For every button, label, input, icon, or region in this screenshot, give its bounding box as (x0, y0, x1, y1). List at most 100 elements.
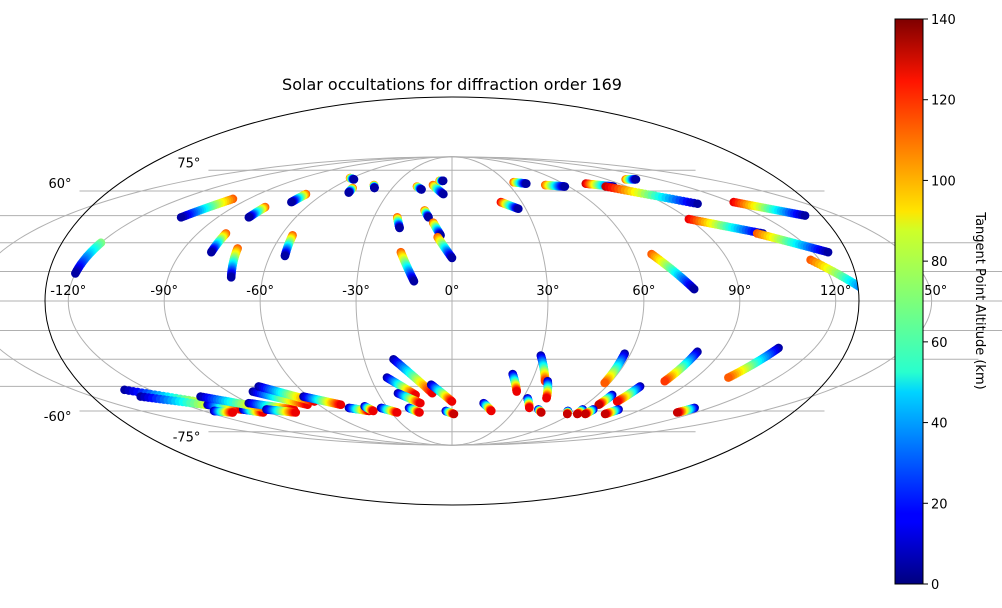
data-point (542, 393, 551, 403)
data-point (950, 257, 959, 266)
track-occ-n02 (176, 194, 238, 222)
track-occ-s28 (600, 349, 629, 388)
data-point (964, 261, 973, 270)
data-point (672, 408, 682, 417)
data-point (447, 253, 457, 263)
colorbar-ticks: 0 20 40 60 80 100 120 140 (923, 13, 956, 593)
data-point (370, 183, 379, 193)
track-occ-s13 (360, 402, 378, 416)
lat-tick-label: -75° (173, 431, 201, 446)
data-point (947, 256, 956, 265)
chart-title: Solar occultations for diffraction order… (282, 75, 622, 94)
track-occ-n03 (206, 229, 231, 257)
track-occ-n22 (647, 249, 699, 294)
data-point (860, 286, 869, 295)
data-point (439, 189, 448, 199)
data-point (71, 269, 80, 278)
data-point (923, 248, 932, 257)
track-occ-n08 (280, 231, 297, 261)
data-point (415, 408, 424, 417)
colorbar-label: Tangent Point Altitude (km) (972, 211, 987, 389)
track-occ-n28 (729, 197, 810, 220)
track-occ-s33 (600, 405, 623, 419)
data-point (244, 213, 254, 222)
track-occ-s15 (389, 354, 437, 398)
track-occ-s14 (376, 403, 402, 417)
colorbar-tick-label: 120 (931, 94, 956, 109)
data-point (447, 397, 457, 406)
track-occ-n19 (496, 197, 523, 214)
track-occ-s23 (536, 351, 550, 386)
lon-tick-label: -120° (50, 284, 86, 299)
data-point (858, 284, 859, 294)
data-point (660, 376, 669, 386)
data-point (291, 408, 301, 417)
track-occ-s04 (209, 406, 238, 417)
data-point (869, 292, 878, 301)
colorbar-tick-label: 60 (931, 336, 948, 351)
track-occ-s22 (508, 369, 522, 396)
lon-tick-label: 120° (820, 284, 851, 299)
colorbar-tick-label: 0 (931, 578, 939, 593)
track-occ-s11 (299, 392, 346, 410)
track-occ-s17 (393, 388, 425, 408)
data-point (369, 406, 378, 416)
data-point (417, 185, 426, 194)
track-occ-n11 (396, 247, 419, 286)
data-point (957, 259, 966, 268)
lon-tick-label: 90° (728, 284, 751, 299)
colorbar: 0 20 40 60 80 100 120 140 Tangent Point Altitud… (894, 13, 987, 593)
lat-tick-label: 75° (177, 156, 200, 171)
longitude-tick-labels: -150°-120°-90°-60°-30°0°30°60°90°120°150… (50, 284, 947, 299)
data-point (449, 409, 459, 419)
map-boundary (44, 96, 860, 506)
track-occ-n05 (287, 189, 311, 207)
track-occ-n15 (428, 180, 448, 199)
track-occ-n14 (420, 206, 433, 222)
data-point (522, 179, 531, 188)
data-point (580, 409, 590, 419)
data-point (562, 409, 572, 419)
data-point (724, 373, 733, 382)
data-point (395, 223, 404, 233)
data-point (416, 398, 425, 408)
track-occ-n18 (435, 176, 448, 186)
data-point (823, 247, 833, 257)
track-occ-s24 (523, 393, 534, 413)
track-occ-n07 (345, 173, 359, 184)
colorbar-tick-label: 80 (931, 255, 948, 270)
track-occ-s19 (426, 380, 457, 406)
data-point (954, 258, 963, 267)
data-point (206, 247, 216, 257)
track-occ-s20 (441, 406, 459, 419)
lon-tick-label: 30° (536, 284, 559, 299)
data-point (512, 387, 522, 396)
lat-tick-label: 60° (48, 177, 71, 192)
track-occ-n21 (540, 180, 570, 191)
lon-tick-label: 60° (632, 284, 655, 299)
occultation-tracks (71, 173, 973, 419)
track-occ-s30 (594, 390, 617, 410)
data-point (960, 260, 969, 269)
data-point (693, 199, 702, 209)
track-occ-s31 (580, 405, 598, 419)
latitude-tick-labels: 75°60°45°30°15°0°-15°-30°-45°-60°-75° (44, 156, 201, 446)
data-point (280, 251, 290, 261)
data-point (600, 409, 610, 419)
data-point (392, 408, 402, 417)
data-point (867, 290, 876, 299)
colorbar-tick-label: 100 (931, 174, 956, 189)
colorbar-tick-label: 140 (931, 13, 956, 28)
track-occ-n24 (601, 182, 702, 209)
data-point (514, 204, 523, 214)
data-point (226, 273, 236, 282)
data-point (536, 408, 546, 417)
colorbar-tick-label: 40 (931, 417, 948, 432)
track-occ-s08 (262, 405, 301, 417)
track-occ-n17 (433, 232, 457, 263)
data-point (863, 287, 872, 296)
data-point (631, 175, 641, 184)
track-occ-n12 (393, 213, 404, 233)
colorbar-tick-label: 20 (931, 497, 948, 512)
data-point (336, 400, 346, 410)
